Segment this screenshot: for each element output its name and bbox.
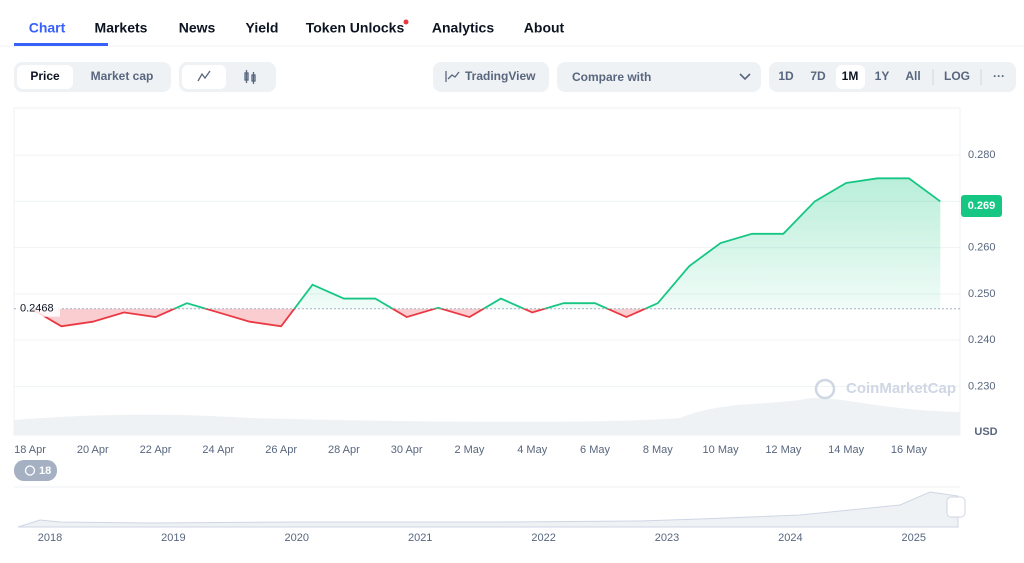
x-tick-label: 16 May (891, 444, 928, 456)
range-toggle (769, 62, 1016, 92)
last-price-badge (961, 195, 1002, 218)
compare-select[interactable] (557, 62, 761, 92)
y-tick-label: 0.250 (968, 288, 996, 300)
baseline-label: 0.2468 (20, 303, 54, 315)
year-label: 2018 (38, 532, 62, 544)
metric-active (17, 65, 73, 89)
tradingview-label: TradingView (465, 69, 536, 83)
tab[interactable]: News (179, 20, 216, 36)
range-button[interactable]: 1D (778, 69, 794, 83)
year-label: 2023 (655, 532, 679, 544)
metric-button[interactable]: Price (30, 69, 60, 83)
metric-button[interactable]: Market cap (91, 69, 154, 83)
chevron (739, 73, 751, 81)
watermark: CoinMarketCap (846, 380, 956, 397)
x-tick-label: 6 May (580, 444, 610, 456)
baseline-label-bg (16, 298, 60, 317)
y-tick-label: 0.230 (968, 380, 996, 392)
tab[interactable]: Yield (246, 20, 279, 36)
compare-label: Compare with (572, 70, 651, 84)
tab[interactable]: Chart (29, 20, 66, 36)
volume-area (14, 397, 960, 435)
y-tick-label: 0.240 (968, 334, 996, 346)
history-badge[interactable] (14, 460, 57, 481)
x-tick-label: 22 Apr (140, 444, 172, 456)
more-button[interactable]: ··· (993, 69, 1005, 83)
year-label: 2025 (902, 532, 926, 544)
navigator-handle[interactable] (946, 496, 966, 518)
tab[interactable]: Analytics (432, 20, 494, 36)
x-tick-label: 4 May (517, 444, 547, 456)
line-icon (197, 70, 211, 82)
year-label: 2024 (778, 532, 802, 544)
x-tick-label: 10 May (703, 444, 740, 456)
x-tick-label: 28 Apr (328, 444, 360, 456)
tab[interactable]: Markets (95, 20, 148, 36)
tab[interactable]: Token Unlocks (306, 20, 405, 36)
candle-icon[interactable] (244, 70, 256, 84)
x-tick-label: 24 Apr (202, 444, 234, 456)
year-label: 2020 (285, 532, 309, 544)
tab[interactable]: About (524, 20, 565, 36)
watermark-logo (814, 378, 836, 400)
x-tick-label: 14 May (828, 444, 865, 456)
tradingview-button[interactable] (433, 62, 549, 92)
notification-dot (403, 19, 409, 25)
range-button[interactable]: All (905, 69, 920, 83)
tv-icon-line (447, 71, 460, 80)
range-active (836, 65, 865, 89)
range-button[interactable]: 1Y (875, 69, 890, 83)
navigator-area (17, 491, 959, 528)
x-tick-label: 8 May (643, 444, 673, 456)
y-tick-label: 0.260 (968, 242, 996, 254)
y-tick-label: 0.280 (968, 149, 996, 161)
x-tick-label: 20 Apr (77, 444, 109, 456)
x-tick-label: 30 Apr (391, 444, 423, 456)
area-up (30, 178, 941, 309)
active-tab-underline (14, 43, 108, 46)
price-line-up (29, 177, 941, 309)
log-button[interactable]: LOG (944, 69, 970, 83)
last-price-label: 0.269 (968, 200, 996, 212)
badge-label: 18 (39, 465, 51, 477)
x-tick-label: 18 Apr (14, 444, 46, 456)
x-tick-label: 2 May (454, 444, 484, 456)
x-tick-label: 26 Apr (265, 444, 297, 456)
area-down (30, 308, 941, 327)
range-button[interactable]: 1M (842, 69, 859, 83)
range-button[interactable]: 7D (810, 69, 826, 83)
year-label: 2019 (161, 532, 185, 544)
year-label: 2022 (531, 532, 555, 544)
y-unit: USD (974, 426, 997, 438)
x-tick-label: 12 May (765, 444, 802, 456)
clock-icon (24, 465, 36, 476)
year-label: 2021 (408, 532, 432, 544)
